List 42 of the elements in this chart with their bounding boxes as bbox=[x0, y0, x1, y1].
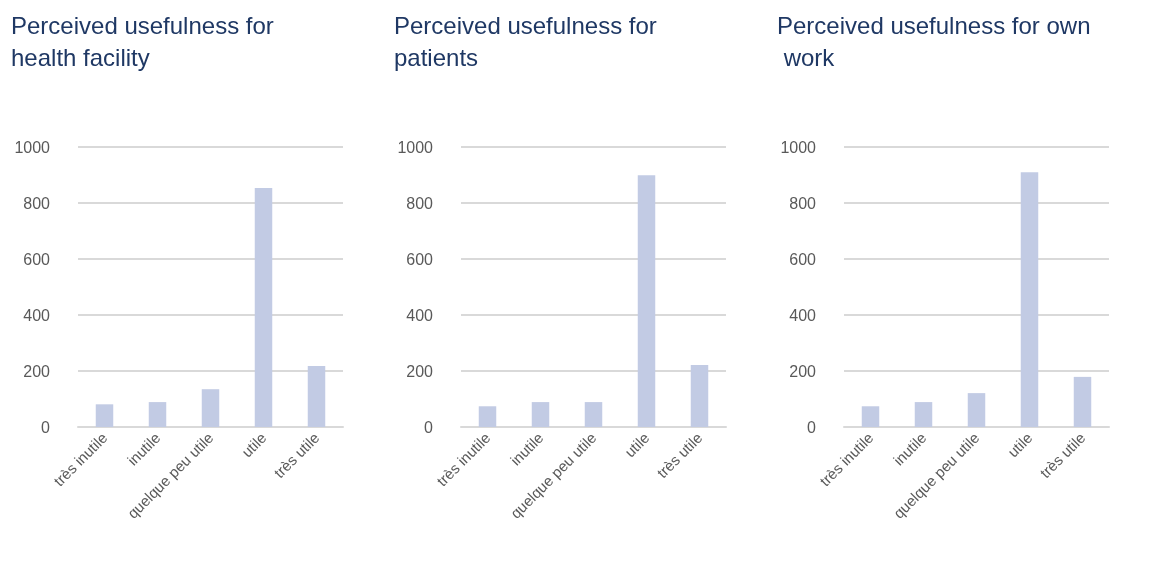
bar bbox=[1073, 376, 1092, 427]
x-tick-label: très utile bbox=[270, 428, 323, 482]
bar bbox=[531, 402, 550, 427]
y-tick-label: 0 bbox=[41, 418, 51, 436]
bar bbox=[201, 389, 220, 427]
bar bbox=[914, 402, 933, 427]
bar bbox=[861, 406, 880, 427]
y-tick-label: 800 bbox=[406, 194, 434, 212]
y-tick-label: 0 bbox=[807, 418, 817, 436]
bar bbox=[478, 406, 497, 427]
bar bbox=[307, 365, 326, 427]
y-tick-label: 600 bbox=[23, 250, 51, 268]
x-tick-label: utile bbox=[238, 428, 270, 461]
y-tick-label: 1000 bbox=[397, 138, 434, 156]
y-tick-label: 800 bbox=[789, 194, 817, 212]
y-tick-label: 200 bbox=[789, 362, 817, 380]
y-tick-label: 1000 bbox=[14, 138, 51, 156]
x-tick-label: très utile bbox=[1036, 428, 1089, 482]
y-tick-label: 200 bbox=[406, 362, 434, 380]
chart-title: Perceived usefulness for patients bbox=[394, 11, 664, 71]
y-tick-label: 1000 bbox=[780, 138, 817, 156]
y-tick-label: 400 bbox=[406, 306, 434, 324]
chart-title: Perceived usefulness for health facility bbox=[11, 11, 281, 71]
y-tick-label: 800 bbox=[23, 194, 51, 212]
x-tick-label: utile bbox=[621, 428, 653, 461]
bar bbox=[1020, 172, 1039, 427]
x-tick-label: utile bbox=[1004, 428, 1036, 461]
bar bbox=[690, 365, 709, 427]
bar bbox=[584, 402, 603, 427]
y-tick-label: 0 bbox=[424, 418, 434, 436]
bar bbox=[637, 175, 656, 427]
bar bbox=[95, 404, 114, 427]
y-tick-label: 600 bbox=[406, 250, 434, 268]
bar bbox=[967, 393, 986, 427]
y-tick-label: 600 bbox=[789, 250, 817, 268]
y-tick-label: 400 bbox=[789, 306, 817, 324]
x-tick-label: très utile bbox=[653, 428, 706, 482]
y-tick-label: 400 bbox=[23, 306, 51, 324]
y-tick-label: 200 bbox=[23, 362, 51, 380]
bar bbox=[254, 187, 273, 427]
chart-title: Perceived usefulness for own work bbox=[777, 11, 1091, 71]
bar bbox=[148, 402, 167, 427]
